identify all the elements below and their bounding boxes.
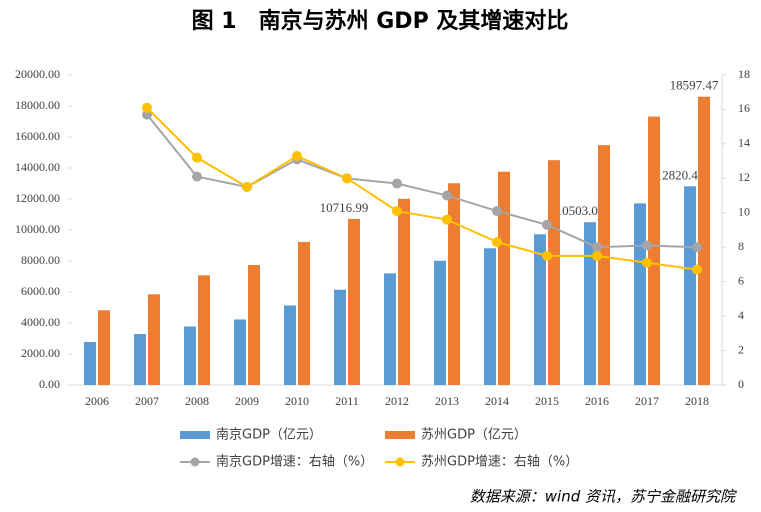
line-marker <box>692 242 702 253</box>
y-tick-label: 14000.00 <box>15 160 60 174</box>
line-marker <box>292 150 302 161</box>
y-tick-label: 6000.00 <box>21 284 60 298</box>
bar <box>184 326 196 385</box>
bar <box>484 248 496 385</box>
y2-tick-label: 10 <box>738 205 750 219</box>
legend-label: 南京GDP（亿元） <box>216 427 322 443</box>
bar <box>684 186 696 385</box>
line-marker <box>642 257 652 268</box>
bar <box>298 241 310 385</box>
bar <box>348 218 360 385</box>
data-label: 10716.99 <box>320 200 369 215</box>
x-tick-label: 2009 <box>235 394 259 408</box>
bar <box>448 183 460 385</box>
bar <box>634 203 646 385</box>
line-marker <box>392 206 402 217</box>
line-marker <box>142 109 152 120</box>
bar <box>384 273 396 385</box>
y2-tick-label: 8 <box>738 239 744 253</box>
bar <box>548 160 560 385</box>
source-note: 数据来源：wind 资讯，苏宁金融研究院 <box>470 488 737 506</box>
bar <box>648 116 660 385</box>
y2-tick-label: 14 <box>738 136 750 150</box>
line-marker <box>692 264 702 275</box>
legend-swatch <box>385 431 415 439</box>
y2-tick-label: 18 <box>738 67 750 81</box>
y-tick-label: 16000.00 <box>15 129 60 143</box>
bar <box>134 334 146 385</box>
bar <box>434 260 446 385</box>
line <box>146 107 698 271</box>
y2-tick-label: 0 <box>738 377 744 391</box>
x-tick-label: 2018 <box>685 394 709 408</box>
x-tick-label: 2010 <box>285 394 309 408</box>
bar <box>84 342 96 385</box>
bar <box>98 310 110 385</box>
line-marker <box>242 181 252 192</box>
x-tick-label: 2014 <box>485 394 509 408</box>
line-marker <box>442 190 452 201</box>
x-tick-label: 2017 <box>635 394 659 408</box>
y-tick-label: 12000.00 <box>15 191 60 205</box>
bar <box>148 294 160 385</box>
line-marker <box>142 102 152 113</box>
bar <box>234 319 246 385</box>
legend-swatch <box>190 457 200 467</box>
y-tick-label: 2000.00 <box>21 346 60 360</box>
x-tick-label: 2013 <box>435 394 459 408</box>
x-tick-label: 2011 <box>335 394 359 408</box>
line-marker <box>592 250 602 261</box>
bar <box>398 198 410 385</box>
bar <box>598 145 610 385</box>
line-marker <box>342 173 352 184</box>
y-tick-label: 10000.00 <box>15 222 60 236</box>
bar <box>334 289 346 385</box>
bar <box>534 234 546 385</box>
line-marker <box>492 237 502 248</box>
bar <box>498 171 510 385</box>
legend-label: 南京GDP增速：右轴（%） <box>216 454 373 470</box>
y2-tick-label: 16 <box>738 101 750 115</box>
line-marker <box>492 206 502 217</box>
legend-swatch <box>395 457 405 467</box>
line <box>146 113 698 249</box>
y-tick-label: 8000.00 <box>21 253 60 267</box>
y-tick-label: 0.00 <box>39 377 60 391</box>
line-marker <box>642 240 652 251</box>
x-tick-label: 2006 <box>85 394 109 408</box>
bar <box>284 305 296 385</box>
y-tick-label: 18000.00 <box>15 98 60 112</box>
bar <box>248 265 260 385</box>
x-tick-label: 2007 <box>135 394 159 408</box>
y-tick-label: 4000.00 <box>21 315 60 329</box>
data-label: 10503.02 <box>556 203 605 218</box>
line-marker <box>192 152 202 163</box>
y2-tick-label: 12 <box>738 170 750 184</box>
line-marker <box>392 178 402 189</box>
bar <box>698 96 710 386</box>
y-tick-label: 20000.00 <box>15 67 60 81</box>
y2-tick-label: 2 <box>738 342 744 356</box>
x-tick-label: 2008 <box>185 394 209 408</box>
x-tick-label: 2012 <box>385 394 409 408</box>
legend-label: 苏州GDP（亿元） <box>421 427 527 443</box>
data-label: 18597.47 <box>670 78 719 93</box>
line-marker <box>542 250 552 261</box>
line-marker <box>442 214 452 225</box>
data-label: 12820.40 <box>656 167 705 182</box>
y2-tick-label: 4 <box>738 308 744 322</box>
bar <box>198 275 210 385</box>
legend-label: 苏州GDP增速：右轴（%） <box>421 454 578 470</box>
line-marker <box>542 219 552 230</box>
bar <box>584 222 596 385</box>
legend-swatch <box>180 431 210 439</box>
y2-tick-label: 6 <box>738 273 744 287</box>
line-marker <box>192 171 202 182</box>
x-tick-label: 2015 <box>535 394 559 408</box>
chart-title: 图 1 南京与苏州 GDP 及其增速对比 <box>192 8 569 34</box>
line-marker <box>592 242 602 253</box>
x-tick-label: 2016 <box>585 394 609 408</box>
